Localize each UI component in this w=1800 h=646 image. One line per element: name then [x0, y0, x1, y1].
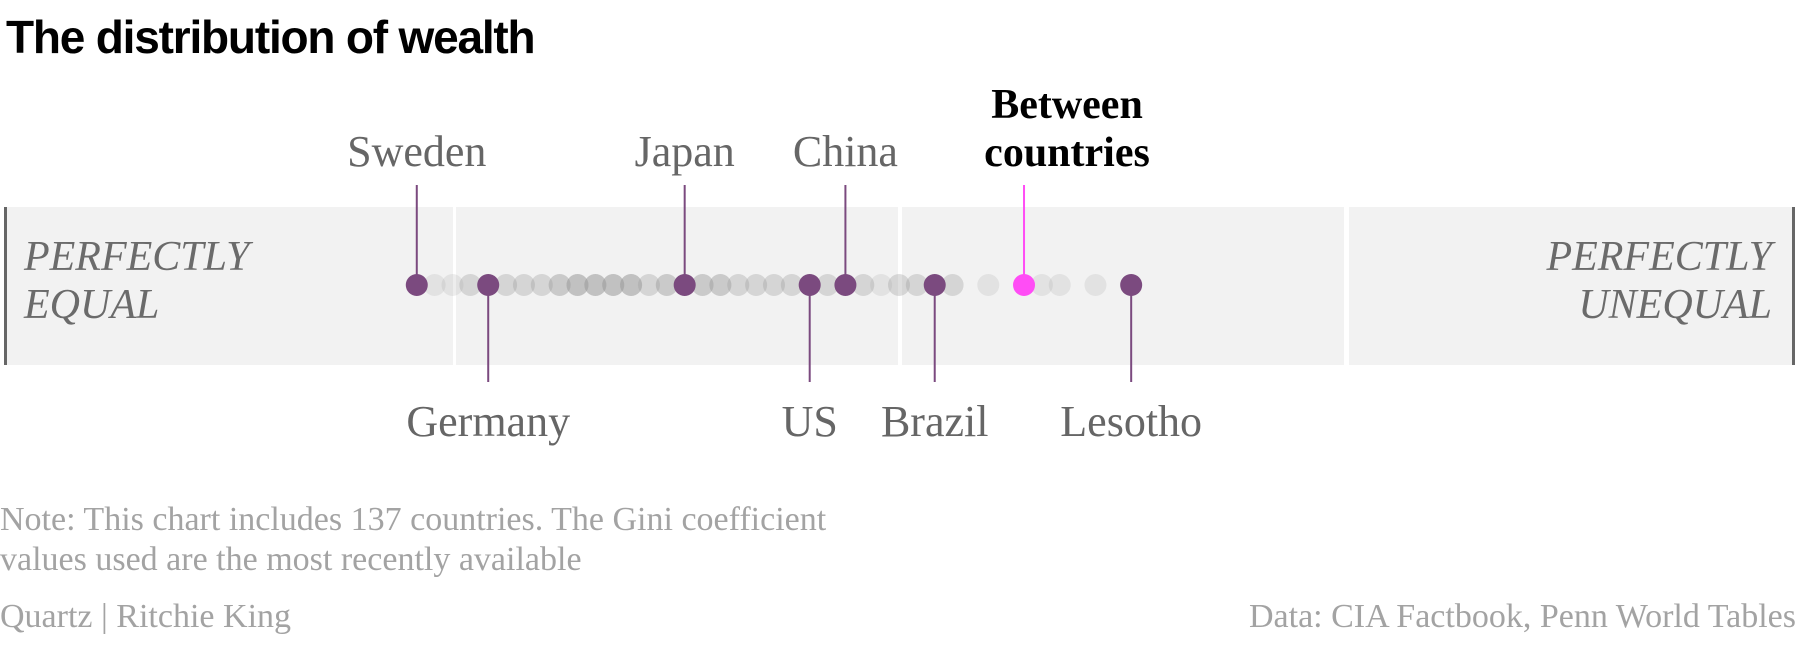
country-point-14: [548, 274, 571, 296]
country-point-32: [637, 274, 660, 296]
chart-source: Data: CIA Factbook, Penn World Tables: [1248, 598, 1796, 635]
point-china: [834, 274, 857, 296]
country-point-10: [530, 274, 553, 296]
country-point-33: [655, 274, 678, 296]
country-point-55: [816, 274, 839, 296]
country-point-57: [852, 274, 875, 296]
country-point-66: [941, 274, 964, 296]
country-point-29: [620, 274, 643, 296]
country-point-22: [584, 274, 607, 296]
axis-max-label-line2: UNEQUAL: [1578, 282, 1772, 328]
country-point-21: [584, 274, 607, 296]
country-point-9: [512, 274, 535, 296]
point-between-countries: [1013, 274, 1036, 296]
country-point-19: [584, 274, 607, 296]
country-point-30: [620, 274, 643, 296]
country-point-16: [566, 274, 589, 296]
country-point-31: [637, 274, 660, 296]
label-sweden: Sweden: [347, 127, 486, 176]
label-lesotho: Lesotho: [1060, 397, 1202, 446]
country-point-26: [602, 274, 625, 296]
country-point-3: [459, 274, 482, 296]
chart-title: The distribution of wealth: [6, 11, 536, 63]
country-point-20: [584, 274, 607, 296]
country-point-60: [888, 274, 910, 296]
point-japan: [673, 274, 696, 296]
country-point-12: [548, 274, 571, 296]
country-point-70: [1084, 274, 1107, 296]
country-point-34: [655, 274, 678, 296]
country-point-42: [709, 274, 732, 296]
label-germany: Germany: [406, 397, 570, 446]
country-point-65: [941, 274, 964, 296]
country-point-41: [709, 274, 732, 296]
country-point-48: [762, 274, 785, 296]
label-between-countries-line1: Between: [991, 82, 1143, 128]
country-point-44: [727, 274, 750, 296]
axis-min-label-line2: EQUAL: [23, 282, 159, 328]
country-point-58: [852, 274, 875, 296]
chart-note: Note: This chart includes 137 countries.…: [0, 501, 827, 578]
axis-min-label: PERFECTLY: [23, 234, 254, 280]
country-point-59: [870, 274, 893, 296]
band-group: [4, 207, 1795, 365]
country-point-50: [780, 274, 803, 296]
country-point-43: [709, 274, 732, 296]
country-point-54: [816, 274, 839, 296]
label-between-countries-line2: countries: [984, 130, 1150, 176]
label-china: China: [793, 127, 898, 176]
country-point-2: [441, 274, 464, 296]
country-point-40: [691, 274, 714, 296]
country-point-11: [530, 274, 553, 296]
point-brazil: [923, 274, 946, 296]
country-point-28: [620, 274, 643, 296]
country-point-25: [602, 274, 625, 296]
country-point-24: [602, 274, 625, 296]
country-point-7: [495, 274, 518, 296]
country-point-67: [977, 274, 1000, 296]
country-point-62: [905, 274, 928, 296]
country-point-68: [1030, 274, 1053, 296]
country-point-69: [1048, 274, 1071, 296]
labeled-points: Sweden Germany Japan US China Brazil Lesotho: [347, 127, 1202, 446]
label-japan: Japan: [635, 127, 735, 176]
chart-credit: Quartz | Ritchie King: [0, 598, 292, 635]
country-point-63: [905, 274, 928, 296]
country-point-4: [459, 274, 482, 296]
country-point-38: [691, 274, 714, 296]
country-point-27: [620, 274, 643, 296]
country-point-15: [566, 274, 589, 296]
label-brazil: Brazil: [881, 397, 989, 446]
country-point-39: [691, 274, 714, 296]
country-point-13: [548, 274, 571, 296]
point-germany: [477, 274, 500, 296]
country-point-46: [745, 274, 768, 296]
country-point-1: [423, 274, 446, 296]
country-point-61: [888, 274, 910, 296]
country-point-8: [512, 274, 535, 296]
country-point-18: [566, 274, 589, 296]
country-point-45: [727, 274, 750, 296]
point-us: [798, 274, 821, 296]
point-sweden: [405, 274, 428, 296]
country-point-17: [566, 274, 589, 296]
band-segment-1: [6, 207, 453, 365]
axis-max-label: PERFECTLY: [1545, 234, 1776, 280]
point-lesotho: [1120, 274, 1143, 296]
band-segment-4: [1349, 207, 1792, 365]
country-point-23: [602, 274, 625, 296]
country-point-35: [655, 274, 678, 296]
axis-right-edge: [1792, 207, 1795, 365]
country-point-49: [762, 274, 785, 296]
country-point-6: [495, 274, 518, 296]
label-us: US: [782, 397, 838, 446]
country-point-47: [745, 274, 768, 296]
country-point-51: [780, 274, 803, 296]
axis-left-edge: [4, 207, 7, 365]
